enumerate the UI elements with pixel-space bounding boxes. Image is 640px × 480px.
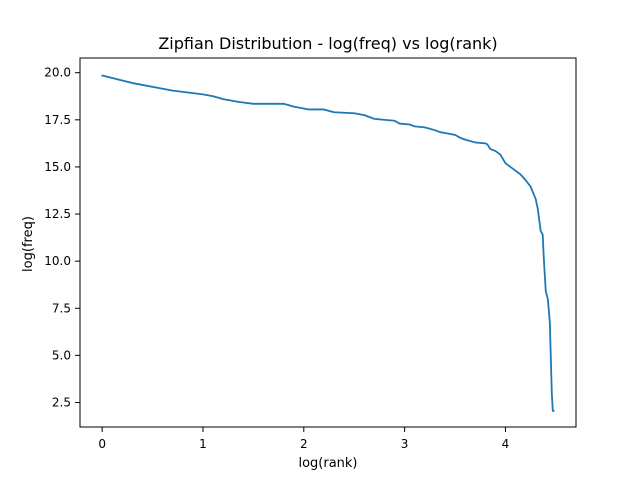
y-tick-label-6: 17.5 [44,113,71,127]
series-line-0 [101,74,555,412]
plot-background [80,58,576,427]
y-axis-label: log(freq) [21,216,36,272]
x-tick-label-1: 1 [199,437,207,451]
y-tick-label-2: 7.5 [52,301,71,315]
y-tick-label-0: 2.5 [52,396,71,410]
y-tick-label-1: 5.0 [52,348,71,362]
x-tick-label-0: 0 [98,437,106,451]
y-tick-label-5: 15.0 [44,160,71,174]
y-tick-label-4: 12.5 [44,207,71,221]
x-tick-label-2: 2 [300,437,308,451]
plot-frame [79,57,577,428]
x-axis-label: log(rank) [298,456,357,471]
y-tick-label-3: 10.0 [44,254,71,268]
chart-title: Zipfian Distribution - log(freq) vs log(… [158,34,497,53]
x-tick-label-3: 3 [401,437,409,451]
y-tick-label-7: 20.0 [44,66,71,80]
x-tick-label-4: 4 [502,437,510,451]
